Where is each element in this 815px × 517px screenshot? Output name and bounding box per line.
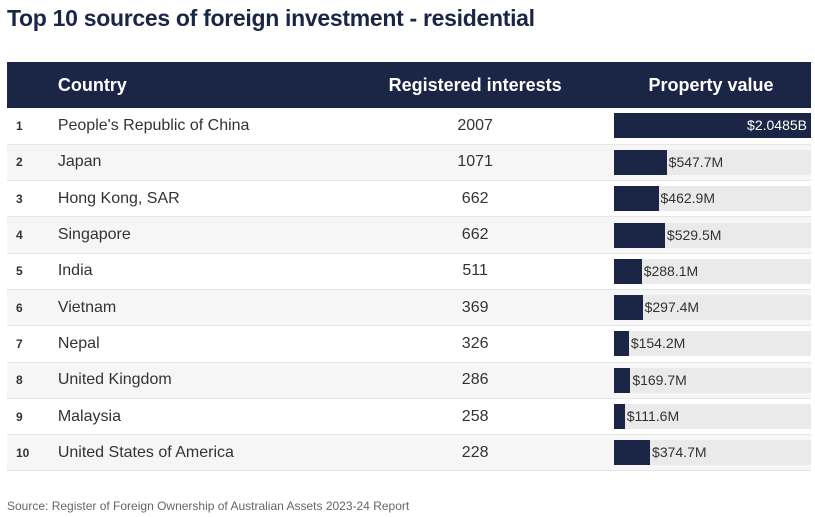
table-row: 3 Hong Kong, SAR 662 $462.9M — [7, 181, 811, 217]
value-bar — [614, 331, 629, 357]
registered-interests: 228 — [461, 443, 489, 461]
country: United Kingdom — [57, 371, 172, 389]
rank: 9 — [16, 409, 23, 424]
value-label: $547.7M — [668, 153, 724, 170]
country: People's Republic of China — [57, 116, 250, 134]
property-value-cell: $111.6M — [611, 398, 811, 434]
rank: 4 — [16, 228, 23, 243]
rank: 7 — [16, 336, 23, 351]
table-row: 5 India 511 $288.1M — [7, 253, 811, 290]
country: United States of America — [57, 443, 234, 461]
bar-track: $529.5M — [614, 222, 811, 248]
rank: 6 — [16, 300, 23, 315]
table-row: 2 Japan 1071 $547.7M — [7, 144, 811, 181]
table-row: 4 Singapore 662 $529.5M — [7, 216, 811, 254]
registered-interests: 1071 — [457, 153, 493, 171]
rank: 1 — [16, 118, 23, 133]
rank: 10 — [16, 445, 30, 460]
value-label: $529.5M — [666, 226, 722, 243]
registered-interests: 511 — [462, 262, 488, 280]
value-bar — [614, 113, 811, 139]
investment-table: Country Registered interests Property va… — [7, 62, 811, 471]
country: Nepal — [57, 334, 100, 352]
value-bar — [614, 440, 651, 466]
registered-interests: 369 — [461, 298, 489, 316]
header-interests: Registered interests — [388, 74, 562, 95]
chart-title: Top 10 sources of foreign investment - r… — [7, 5, 535, 31]
registered-interests: 326 — [461, 334, 489, 352]
property-value-cell: $169.7M — [611, 362, 811, 398]
value-bar — [614, 367, 631, 393]
header-rank — [7, 62, 58, 108]
registered-interests: 662 — [461, 189, 489, 207]
table-row: 7 Nepal 326 $154.2M — [7, 326, 811, 363]
table-row: 1 People's Republic of China 2007 $2.048… — [7, 108, 811, 145]
bar-track: $462.9M — [614, 186, 811, 212]
property-value-cell: $547.7M — [611, 144, 811, 180]
property-value-cell: $374.7M — [611, 435, 811, 471]
bar-track: $288.1M — [614, 258, 811, 284]
property-value-cell: $288.1M — [611, 253, 811, 289]
registered-interests: 286 — [461, 371, 489, 389]
header-value: Property value — [648, 74, 774, 95]
value-label: $111.6M — [626, 408, 680, 425]
bar-track: $374.7M — [614, 440, 811, 466]
value-label: $374.7M — [652, 444, 707, 461]
table-row: 6 Vietnam 369 $297.4M — [7, 289, 811, 326]
value-label: $462.9M — [660, 190, 715, 207]
registered-interests: 258 — [461, 407, 489, 425]
table-row: 9 Malaysia 258 $111.6M — [7, 398, 811, 435]
registered-interests: 662 — [461, 226, 489, 244]
value-bar — [614, 149, 667, 175]
bar-track: $169.7M — [614, 367, 811, 393]
property-value-cell: $462.9M — [611, 181, 811, 217]
rank: 8 — [16, 373, 23, 388]
bar-track: $547.7M — [614, 149, 811, 175]
value-bar — [614, 186, 659, 212]
country: Singapore — [57, 226, 131, 244]
country: Hong Kong, SAR — [57, 189, 180, 207]
property-value-cell: $297.4M — [611, 289, 811, 325]
value-bar — [614, 404, 625, 430]
value-label: $169.7M — [632, 371, 687, 388]
source-note: Source: Register of Foreign Ownership of… — [7, 499, 410, 513]
rank: 3 — [16, 191, 23, 206]
bar-track: $111.6M — [614, 404, 811, 430]
country: India — [57, 262, 93, 280]
property-value-cell: $2.0485B — [611, 108, 811, 144]
bar-track: $2.0485B — [614, 113, 811, 139]
value-label: $154.2M — [630, 335, 686, 352]
registered-interests: 2007 — [457, 116, 493, 134]
value-label: $288.1M — [643, 262, 699, 279]
value-bar — [614, 295, 643, 321]
country: Malaysia — [57, 407, 121, 425]
property-value-cell: $529.5M — [611, 217, 811, 253]
header-row: Country Registered interests Property va… — [7, 62, 811, 108]
header-country: Country — [57, 74, 127, 95]
country: Vietnam — [57, 298, 117, 316]
bar-track: $154.2M — [614, 331, 811, 357]
table-row: 8 United Kingdom 286 $169.7M — [7, 362, 811, 399]
rank: 2 — [16, 155, 23, 170]
rank: 5 — [16, 264, 23, 279]
value-bar — [614, 222, 665, 248]
table-row: 10 United States of America 228 $374.7M — [7, 434, 811, 471]
value-label: $2.0485B — [747, 117, 807, 134]
bar-track: $297.4M — [614, 295, 811, 321]
property-value-cell: $154.2M — [611, 326, 811, 362]
value-bar — [614, 258, 642, 284]
value-label: $297.4M — [644, 299, 700, 316]
country: Japan — [57, 153, 102, 171]
